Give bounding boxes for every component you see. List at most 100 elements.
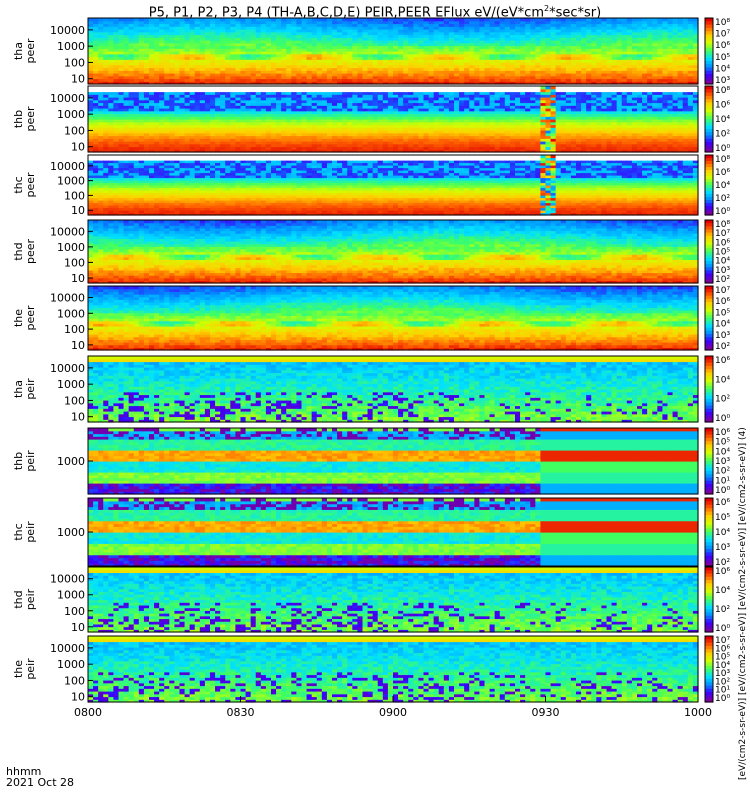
colorbar-tick-label: 10⁵ (715, 53, 730, 63)
spectrogram-cell (327, 86, 333, 89)
spectrogram-cell (515, 18, 521, 21)
spectrogram-cell (149, 18, 155, 21)
spectrogram-cell (322, 86, 328, 89)
spectrogram-cell (347, 18, 353, 21)
spectrogram-cell (220, 86, 226, 89)
spectrogram-cell (291, 18, 297, 21)
spectrogram-cell (246, 86, 252, 89)
spectrogram-cell (556, 18, 562, 21)
spectrogram-cell (454, 86, 460, 89)
spectrogram-cell (510, 86, 516, 89)
spectrogram-cell (485, 86, 491, 89)
spectrogram-cell (169, 18, 175, 21)
spectrogram-cell (225, 18, 231, 21)
spectrogram-cell (108, 86, 114, 89)
spectrogram-cell (180, 18, 186, 21)
spectrogram-cell (256, 86, 262, 89)
y-tick-label: 100 (64, 56, 85, 69)
spectrogram-cell (190, 86, 196, 89)
y-tick-label: 10 (71, 73, 85, 86)
spectrogram-cell (668, 18, 674, 21)
spectrogram-cell (119, 86, 125, 89)
spectrogram-cell (378, 18, 384, 21)
spectrogram-cell (215, 86, 221, 89)
colorbar-tick-label: 10⁸ (715, 18, 730, 28)
spectrogram-cell (266, 18, 272, 21)
spectrogram-cell (683, 18, 689, 21)
spectrogram-cell (495, 18, 501, 21)
spectrogram-cell (413, 86, 419, 89)
spectrogram-cell (93, 18, 99, 21)
spectrogram-cell (596, 18, 602, 21)
spectrogram-cell (464, 86, 470, 89)
spectrogram-cell (235, 18, 241, 21)
spectrogram-cell (139, 86, 145, 89)
spectrogram-cell (266, 86, 272, 89)
spectrogram-cell (352, 86, 358, 89)
spectrogram-cell (429, 18, 435, 21)
spectrogram-cell (205, 18, 211, 21)
spectrogram-cell (139, 18, 145, 21)
spectrogram-cell (312, 18, 318, 21)
spectrogram-cell (286, 86, 292, 89)
spectrogram-cell (363, 18, 369, 21)
spectrogram-cell (317, 86, 323, 89)
spectrogram-cell (129, 86, 135, 89)
spectrogram-cell (302, 18, 308, 21)
spectrogram-cell (230, 86, 236, 89)
spectrogram-cell (185, 18, 191, 21)
spectrogram-cell (113, 86, 119, 89)
spectrogram-cell (373, 86, 379, 89)
spectrogram-cell (413, 18, 419, 21)
spectrogram-cell (434, 86, 440, 89)
spectrogram-cell (144, 86, 150, 89)
spectrogram-cell (469, 86, 475, 89)
colorbar-tick-label: 10⁴ (715, 64, 730, 74)
spectrogram-cell (393, 18, 399, 21)
spectrogram-cell (317, 18, 323, 21)
spectrogram-cell (103, 86, 109, 89)
spectrogram-cell (363, 86, 369, 89)
spectrogram-cell (261, 86, 267, 89)
spectrogram-cell (215, 18, 221, 21)
spectrogram-cell (281, 18, 287, 21)
spectrogram-cell (154, 18, 160, 21)
spectrogram-cell (154, 86, 160, 89)
spectrogram-cell (291, 86, 297, 89)
spectrogram-cell (576, 18, 582, 21)
spectrogram-cell (108, 18, 114, 21)
spectrogram-cell (98, 18, 104, 21)
spectrogram-cell (490, 86, 496, 89)
spectrogram-cell (393, 86, 399, 89)
spectrogram-cell (551, 18, 557, 21)
spectrogram-cell (424, 18, 430, 21)
spectrogram-cell (617, 18, 623, 21)
spectrogram-cell (571, 18, 577, 21)
spectrogram-cell (159, 18, 165, 21)
spectrogram-cell (627, 18, 633, 21)
spectrogram-cell (535, 18, 541, 21)
spectrogram-cell (337, 86, 343, 89)
spectrogram-cell (230, 18, 236, 21)
spectrogram-cell (164, 86, 170, 89)
colorbar-tick-label: 10³ (715, 76, 730, 86)
spectrogram-cell (449, 86, 455, 89)
spectrogram-cell (530, 18, 536, 21)
spectrogram-cell (459, 18, 465, 21)
spectrogram-cell (398, 18, 404, 21)
y-tick-label: 10000 (50, 24, 85, 37)
spectrogram-cell (546, 18, 552, 21)
spectrogram-cell (235, 86, 241, 89)
spectrogram-cell (195, 18, 201, 21)
spectrogram-cell (368, 18, 374, 21)
spectrogram-cell (632, 18, 638, 21)
spectrogram-cell (296, 18, 302, 21)
spectrogram-cell (347, 86, 353, 89)
spectrogram-cell (444, 86, 450, 89)
spectrogram-cell (307, 86, 313, 89)
spectrogram-cell (500, 86, 506, 89)
spectrogram-cell (296, 86, 302, 89)
spectrogram-cell (119, 18, 125, 21)
spectrogram-cell (469, 18, 475, 21)
